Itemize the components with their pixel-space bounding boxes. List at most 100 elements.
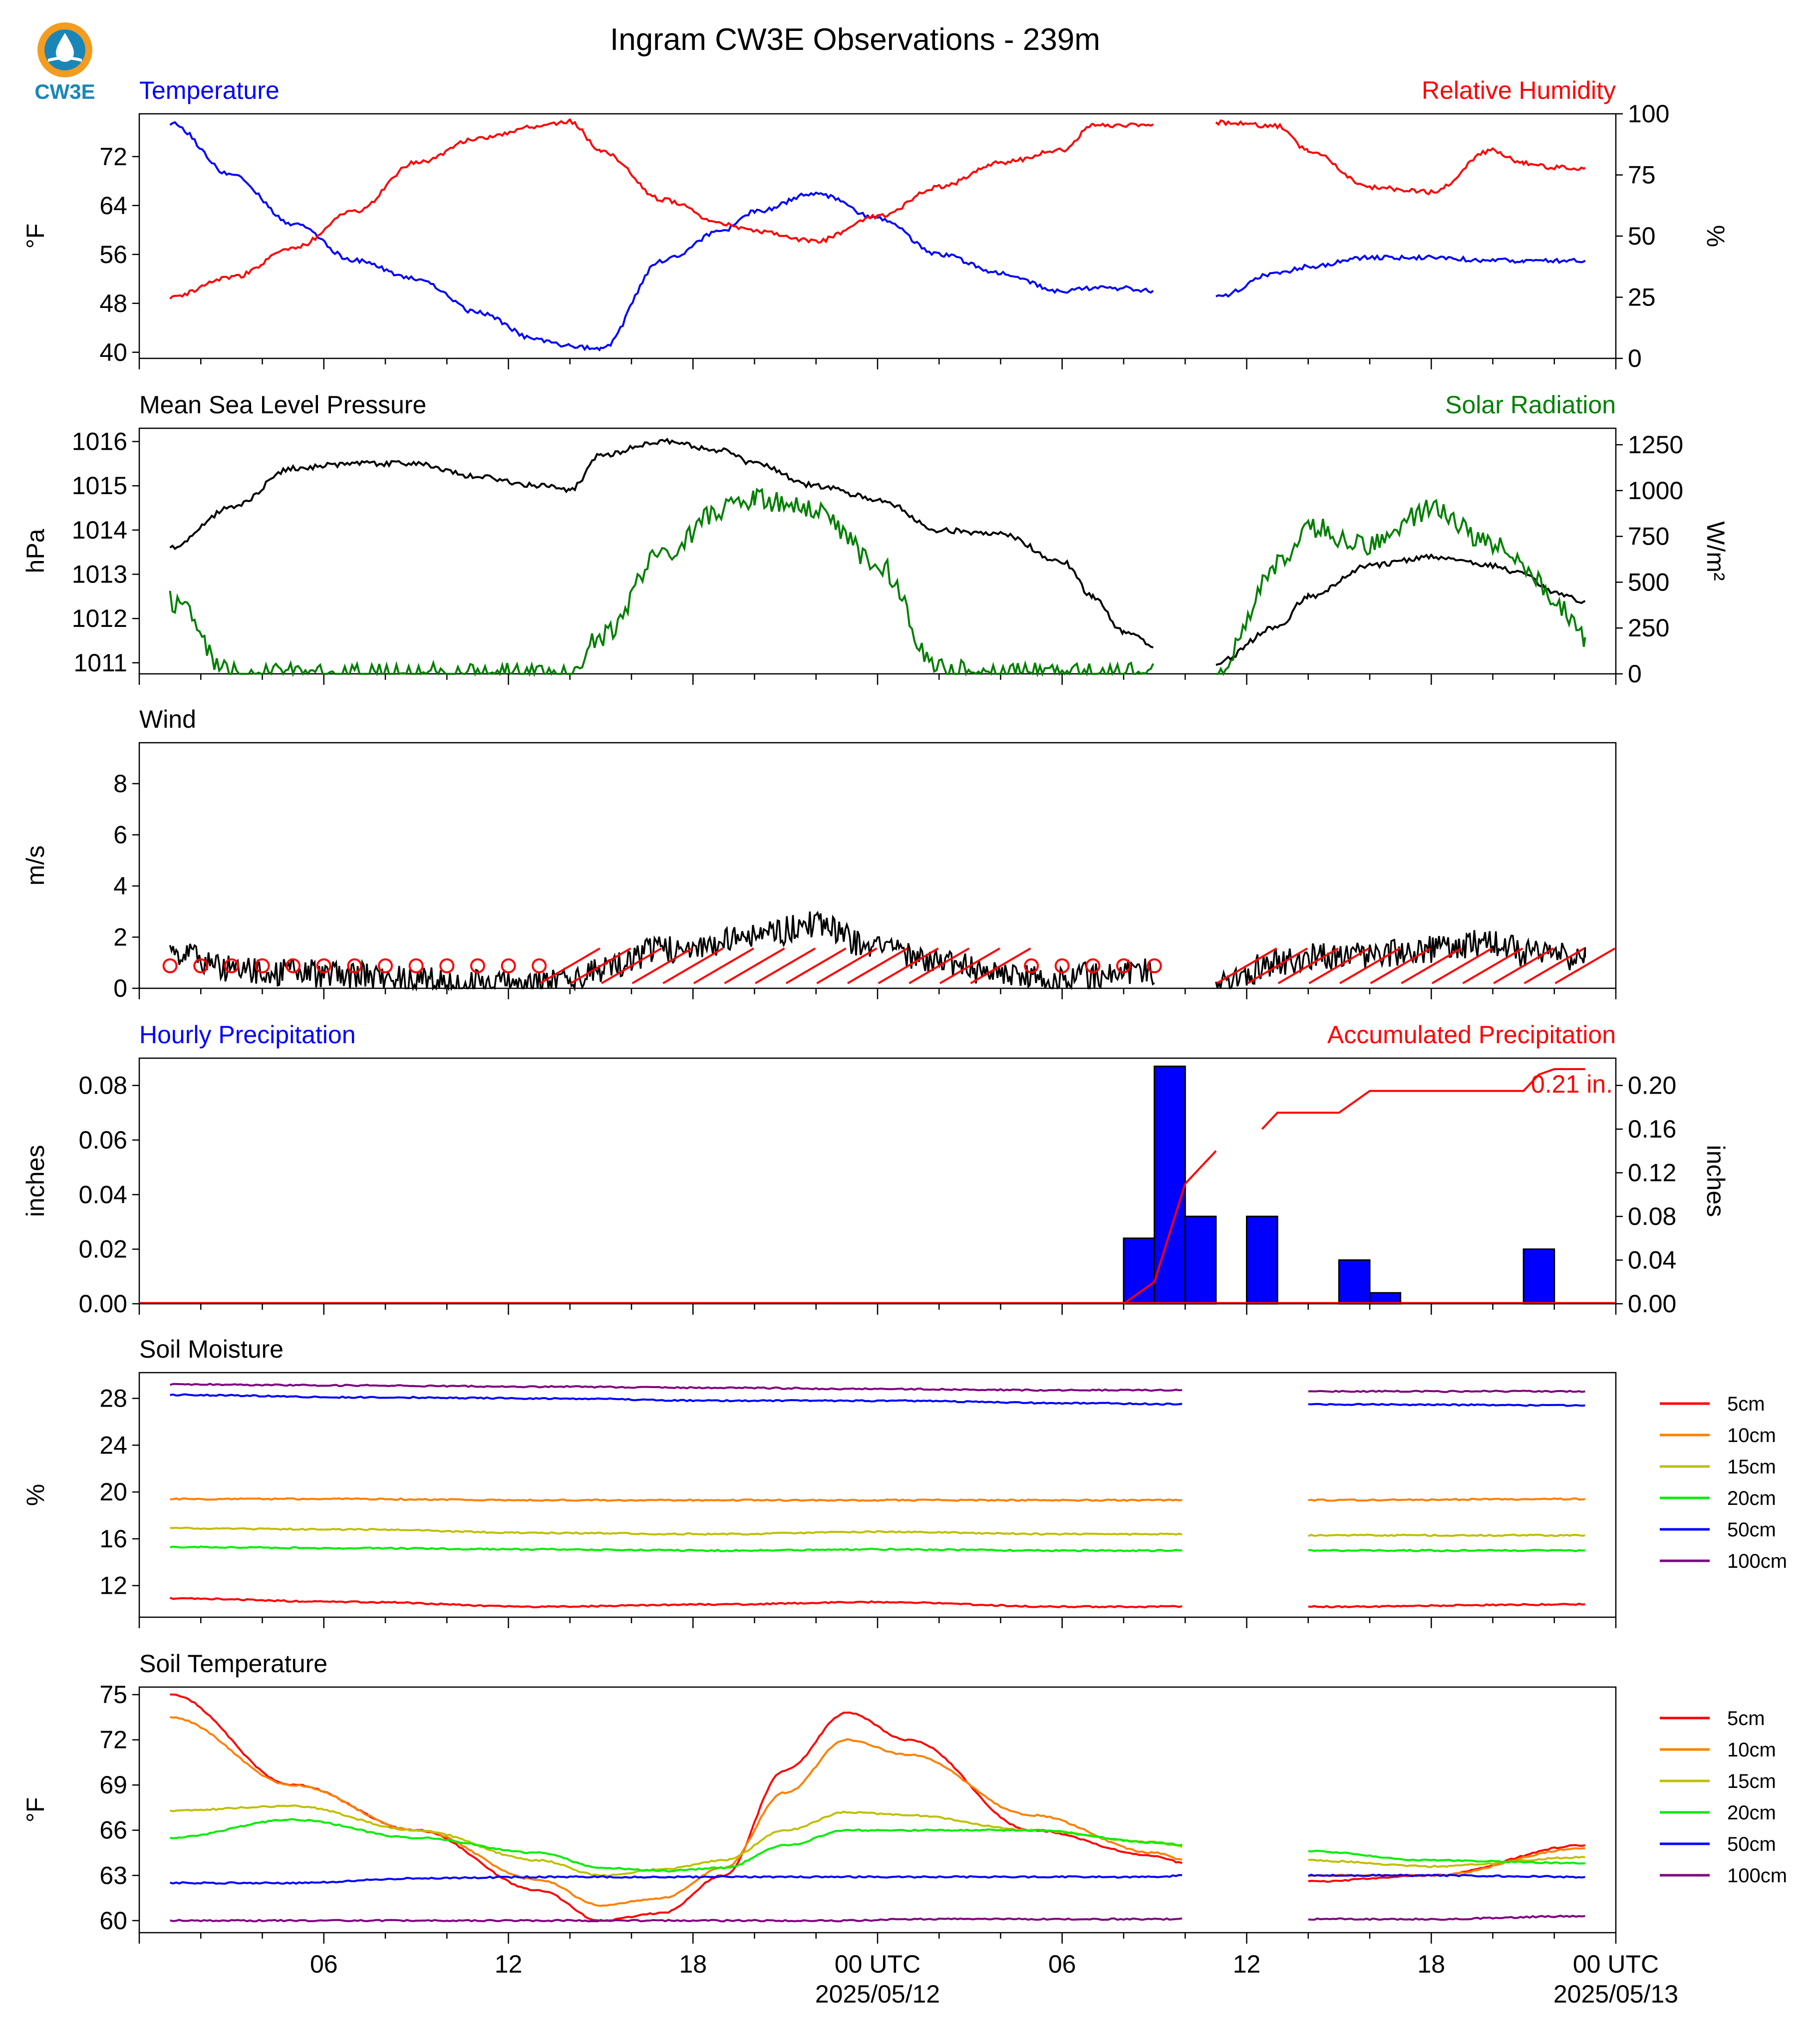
calm-wind-marker — [378, 958, 393, 973]
wind-barb — [1493, 947, 1554, 984]
pressure-solar-panel: Mean Sea Level Pressure Solar Radiation 10… — [21, 391, 1730, 688]
y-tick-label-right: 75 — [1628, 161, 1656, 189]
right-panel-title: Solar Radiation — [1445, 391, 1616, 419]
soil-line-10cm — [170, 1497, 1585, 1502]
y-tick-label: 1015 — [72, 472, 127, 500]
calm-wind-marker — [1024, 958, 1039, 973]
accumulated-precip-line — [1123, 1068, 1585, 1305]
y-tick-label: 56 — [99, 241, 127, 269]
soil-temperature-panel: Soil Temperature 60 63 66 69 72 75 °F 5cm 10cm 15c… — [21, 1650, 1787, 1944]
calm-wind-marker — [286, 958, 301, 973]
y-tick-label: 20 — [99, 1478, 127, 1506]
left-panel-title: Temperature — [139, 76, 280, 104]
y-tick-label: 63 — [99, 1861, 127, 1889]
y-tick-label-right: 0.12 — [1628, 1159, 1676, 1187]
y-tick-label-right: 750 — [1628, 523, 1669, 551]
y-tick-label-right: 0.04 — [1628, 1246, 1676, 1274]
wind-barb — [570, 947, 631, 984]
right-panel-title: Accumulated Precipitation — [1327, 1021, 1616, 1049]
left-axis-label: m/s — [21, 846, 49, 886]
calm-wind-marker — [347, 958, 362, 973]
wind-panel: Wind 0 2 4 6 8 m/s — [21, 705, 1617, 1002]
wind-barb — [1554, 947, 1616, 984]
wind-barb — [1339, 947, 1401, 984]
calm-wind-marker — [162, 958, 178, 973]
y-tick-label: 48 — [99, 290, 127, 317]
y-tick-label: 1013 — [72, 561, 127, 588]
y-tick-label-right: 0 — [1628, 344, 1642, 372]
calm-wind-marker — [501, 958, 516, 973]
hourly-precip-bar — [1369, 1292, 1402, 1305]
calm-wind-marker — [439, 958, 455, 973]
wind-barb — [1247, 947, 1308, 984]
soil-line-20cm — [170, 1545, 1585, 1552]
left-panel-title: Wind — [139, 705, 196, 733]
panels-container: Temperature Relative Humidity404856647202… — [21, 76, 1787, 2008]
wind-barb — [1431, 947, 1493, 984]
wind-barb — [1401, 947, 1462, 984]
time-tick-label: 00 UTC — [835, 1950, 920, 1978]
y-tick-label: 0 — [113, 974, 127, 1002]
wind-barb — [878, 947, 939, 984]
y-tick-label: 0.00 — [79, 1290, 127, 1318]
y-tick-label: 24 — [99, 1431, 127, 1459]
wind-barb — [1462, 947, 1523, 984]
calm-wind-marker — [1054, 958, 1070, 973]
hourly-precip-bar — [1184, 1215, 1217, 1305]
left-axis-label: hPa — [21, 529, 49, 573]
soil-legend: 5cm 10cm 15cm 20cm 50cm 100cm — [1660, 1393, 1787, 1572]
logo-text: CW3E — [34, 80, 95, 103]
wind-barb — [1277, 947, 1339, 984]
y-tick-label-right: 0.08 — [1628, 1202, 1676, 1230]
left-panel-title: Hourly Precipitation — [139, 1021, 356, 1049]
calm-wind-marker — [532, 958, 547, 973]
soil-line-50cm — [170, 1393, 1585, 1407]
y-tick-label: 1011 — [73, 649, 127, 677]
wind-barb — [755, 947, 816, 984]
date-label: 2025/05/13 — [1553, 1980, 1678, 2008]
wind-barb — [539, 947, 601, 984]
wind-barb — [662, 947, 724, 984]
hourly-precip-bar — [1246, 1215, 1278, 1305]
time-tick-label: 06 — [1048, 1950, 1076, 1978]
legend-label: 15cm — [1727, 1770, 1776, 1792]
solar-radiation-line — [169, 487, 1586, 678]
y-tick-label: 4 — [113, 872, 127, 900]
y-tick-label: 69 — [99, 1771, 127, 1799]
y-tick-label: 6 — [113, 821, 127, 849]
legend-label: 20cm — [1727, 1487, 1776, 1509]
wind-barb — [847, 947, 909, 984]
legend-label: 5cm — [1727, 1708, 1765, 1730]
wind-barb — [724, 947, 785, 984]
time-tick-label: 06 — [310, 1950, 338, 1978]
y-tick-label-right: 500 — [1628, 568, 1669, 596]
left-axis-label: °F — [21, 224, 49, 249]
y-tick-label: 8 — [113, 770, 127, 798]
soil-legend: 5cm 10cm 15cm 20cm 50cm 100cm — [1660, 1708, 1787, 1887]
time-tick-label: 00 UTC — [1573, 1950, 1659, 1978]
soil-line-50cm — [170, 1873, 1585, 1885]
left-axis-label: inches — [21, 1145, 49, 1217]
calm-wind-marker — [224, 958, 239, 973]
y-tick-label: 12 — [99, 1572, 127, 1600]
legend-label: 100cm — [1727, 1865, 1787, 1887]
y-tick-label-right: 25 — [1628, 284, 1656, 311]
wind-barb — [1216, 947, 1277, 984]
left-panel-title: Soil Moisture — [139, 1335, 284, 1363]
legend-label: 10cm — [1727, 1425, 1776, 1447]
y-tick-label: 28 — [99, 1385, 127, 1413]
wind-speed-line — [169, 910, 1586, 992]
date-label: 2025/05/12 — [815, 1980, 940, 2008]
y-tick-label-right: 0.16 — [1628, 1115, 1676, 1143]
legend-label: 50cm — [1727, 1519, 1776, 1541]
y-tick-label: 0.08 — [79, 1072, 127, 1100]
wind-barb — [1523, 947, 1585, 984]
time-tick-label: 12 — [1233, 1950, 1261, 1978]
right-axis-label: inches — [1702, 1145, 1730, 1217]
calm-wind-marker — [1116, 958, 1131, 973]
y-tick-label-right: 1250 — [1628, 431, 1683, 459]
y-tick-label-right: 100 — [1628, 100, 1669, 128]
wind-barb — [631, 947, 693, 984]
